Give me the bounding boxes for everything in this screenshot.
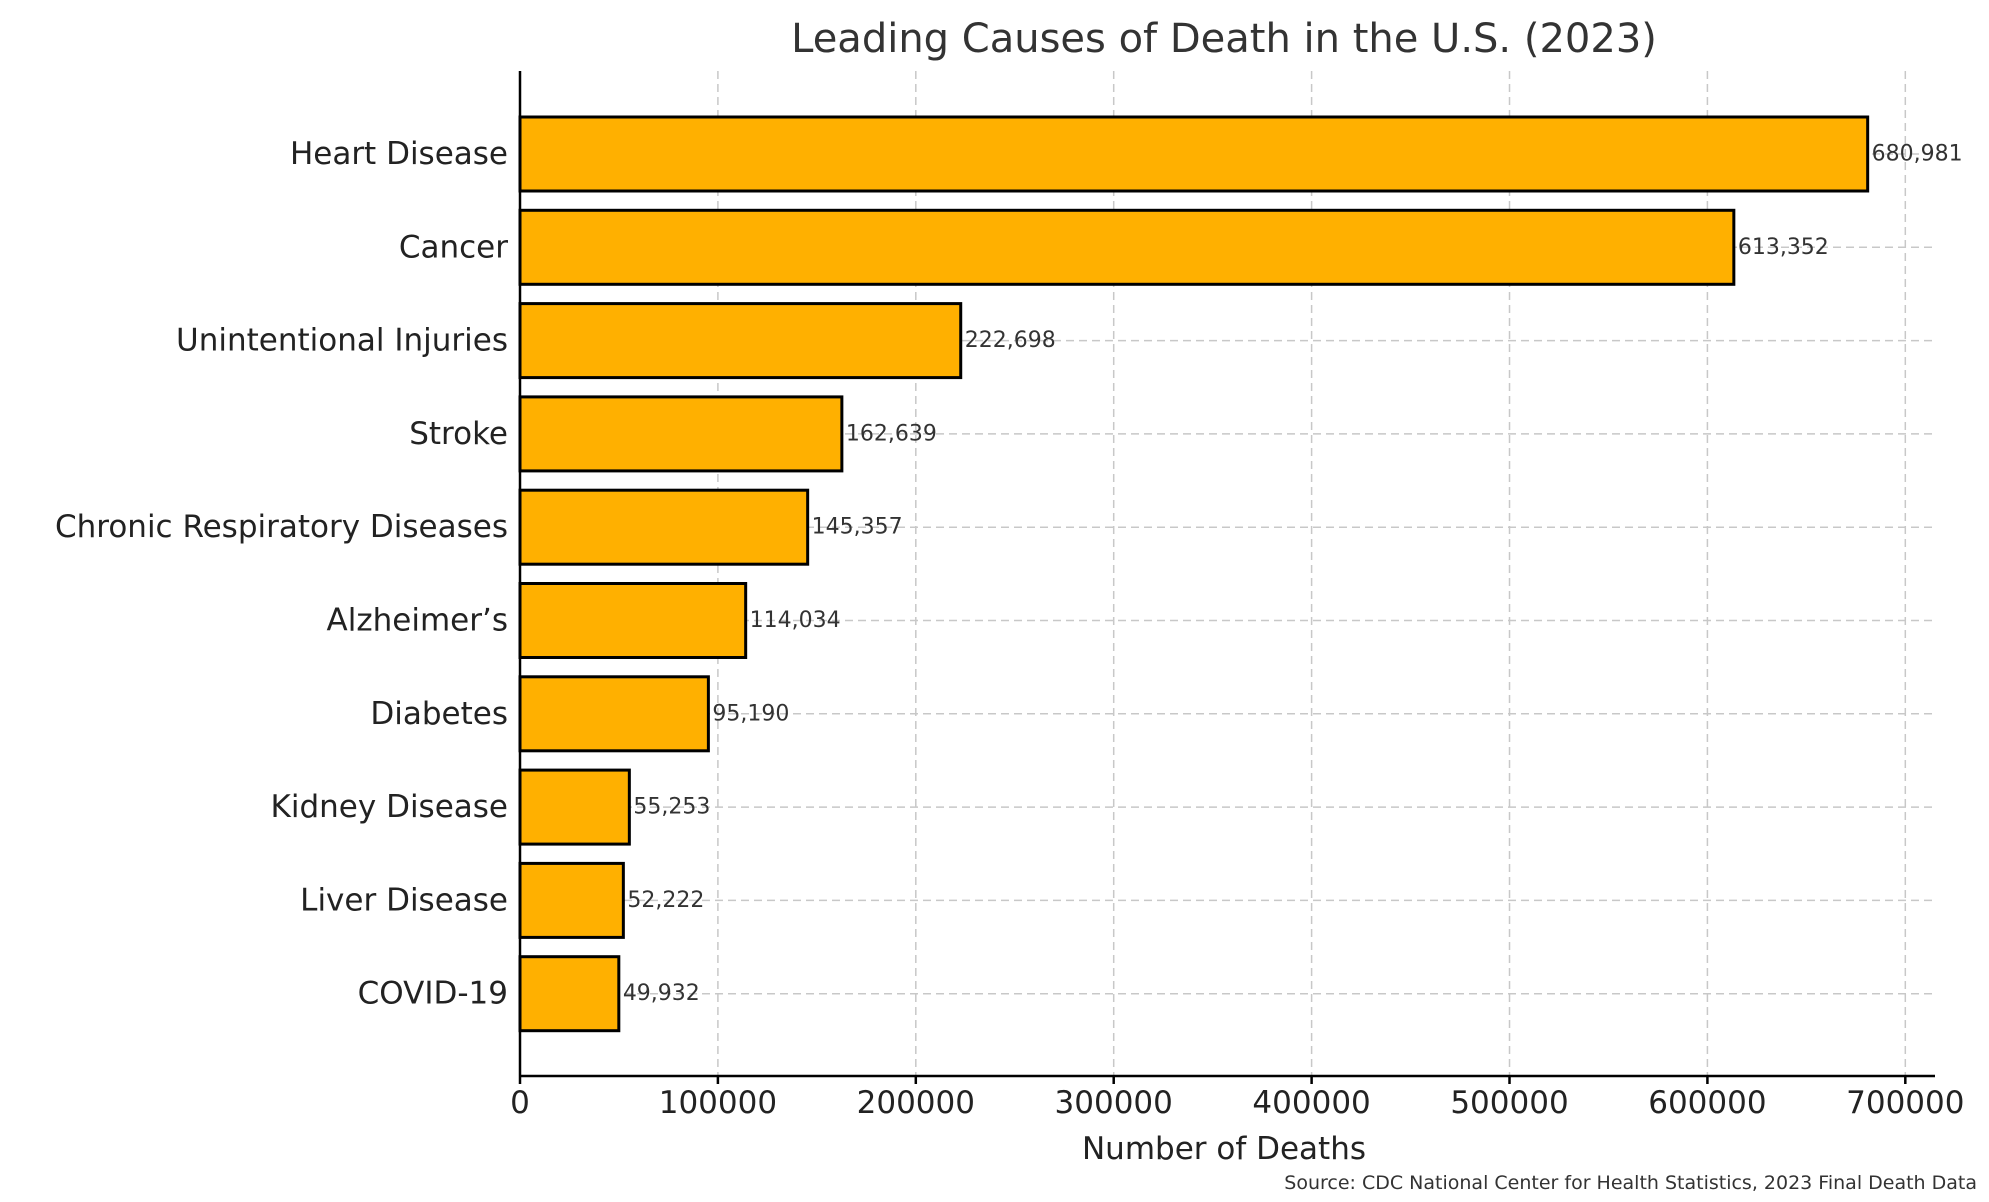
source-note: Source: CDC National Center for Health S… bbox=[1284, 1172, 1977, 1194]
x-tick-label: 300000 bbox=[1055, 1085, 1173, 1121]
value-label: 613,352 bbox=[1738, 235, 1829, 260]
x-tick-label: 500000 bbox=[1450, 1085, 1568, 1121]
value-label: 95,190 bbox=[712, 701, 789, 726]
category-label: Unintentional Injuries bbox=[176, 323, 508, 359]
bar bbox=[518, 582, 748, 659]
bar bbox=[518, 861, 625, 939]
category-label: Cancer bbox=[399, 229, 508, 265]
category-label: Heart Disease bbox=[290, 136, 508, 172]
x-tick-label: 400000 bbox=[1252, 1085, 1370, 1121]
value-label: 55,253 bbox=[633, 795, 710, 820]
value-label: 222,698 bbox=[965, 328, 1056, 353]
x-tick-label: 0 bbox=[510, 1085, 530, 1121]
value-label: 680,981 bbox=[1872, 142, 1963, 167]
category-label: Kidney Disease bbox=[271, 789, 508, 825]
x-tick-label: 600000 bbox=[1648, 1085, 1766, 1121]
axis-layer: Heart Disease Cancer Unintentional Injurie… bbox=[55, 71, 1964, 1121]
chart-title: Leading Causes of Death in the U.S. (202… bbox=[791, 16, 1657, 62]
bar bbox=[518, 675, 710, 753]
value-label: 145,357 bbox=[812, 515, 903, 540]
category-label: Diabetes bbox=[370, 696, 508, 732]
bar bbox=[518, 768, 631, 846]
x-axis-title: Number of Deaths bbox=[1082, 1131, 1366, 1167]
value-label: 114,034 bbox=[750, 608, 841, 633]
category-label: Liver Disease bbox=[300, 882, 508, 918]
x-tick-label: 100000 bbox=[659, 1085, 777, 1121]
value-label: 52,222 bbox=[627, 888, 704, 913]
bar bbox=[518, 208, 1736, 286]
bar-layer: 680,981 613,352 222,698 162,639 145,357 114,0… bbox=[518, 115, 1963, 1033]
value-label: 49,932 bbox=[623, 981, 700, 1006]
bar bbox=[518, 488, 810, 566]
bar bbox=[518, 115, 1870, 193]
x-tick-label: 700000 bbox=[1846, 1085, 1964, 1121]
category-label: Chronic Respiratory Diseases bbox=[55, 509, 508, 545]
bar bbox=[518, 955, 621, 1033]
category-label: Alzheimer’s bbox=[327, 603, 508, 639]
value-label: 162,639 bbox=[846, 421, 937, 446]
category-label: Stroke bbox=[409, 416, 508, 452]
bar bbox=[518, 395, 844, 473]
x-tick-label: 200000 bbox=[857, 1085, 975, 1121]
category-label: COVID-19 bbox=[358, 976, 508, 1012]
bar bbox=[518, 302, 963, 380]
